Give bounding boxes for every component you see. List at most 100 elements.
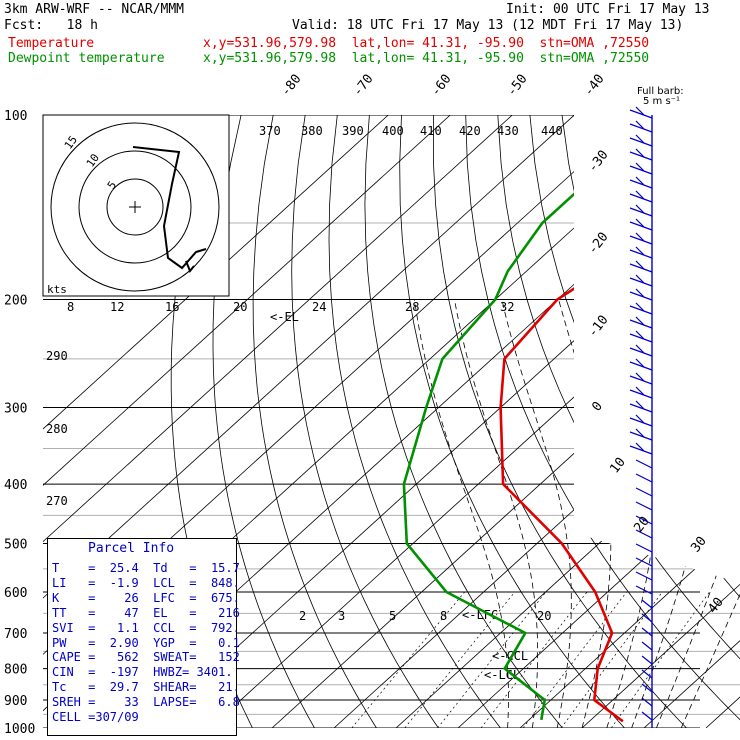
wind-barbs: Full barb:5 m s⁻¹ xyxy=(629,86,684,728)
moist-adiabat xyxy=(414,299,509,728)
theta-label: 430 xyxy=(497,124,519,138)
temperature-legend: Temperature xyxy=(8,36,95,51)
pressure-tick-label: 100 xyxy=(4,109,27,124)
wind-barb xyxy=(629,403,653,413)
dry-adiabat xyxy=(364,115,563,728)
wind-barb-feather xyxy=(635,400,645,410)
theta-e-label: 32 xyxy=(500,300,514,314)
mixing-ratio-label: 8 xyxy=(440,609,447,623)
wind-barb xyxy=(629,221,653,231)
wind-barb xyxy=(641,655,653,665)
theta-e-label: 12 xyxy=(110,300,124,314)
mixing-ratio-label: 20 xyxy=(537,609,551,623)
level-annotation: <-LFC xyxy=(462,608,498,622)
wind-barb xyxy=(641,641,653,651)
wind-barb-feather xyxy=(635,162,645,172)
valid-time: Valid: 18 UTC Fri 17 May 13 (12 MDT Fri … xyxy=(292,18,684,33)
wind-barb xyxy=(629,207,653,217)
wind-barb-feather xyxy=(635,428,645,438)
theta-label: 420 xyxy=(459,124,481,138)
moist-adiabat xyxy=(501,299,572,728)
isotherm xyxy=(705,115,740,728)
theta-label: 380 xyxy=(301,124,323,138)
wind-barb xyxy=(629,249,653,259)
wind-barb xyxy=(635,459,653,469)
wind-barb xyxy=(641,711,653,721)
pressure-tick-label: 600 xyxy=(4,586,27,601)
parcel-info-row: PW = 2.90 YGP = 0.1 xyxy=(52,635,240,650)
isotherm-label: -30 xyxy=(585,148,611,176)
wind-barb xyxy=(629,375,653,385)
theta-label-left: 270 xyxy=(46,494,68,508)
dry-adiabat xyxy=(689,115,740,728)
wind-barb-feather xyxy=(635,260,645,270)
theta-e-label: 20 xyxy=(233,300,247,314)
dry-adiabat xyxy=(328,115,501,728)
wind-barb xyxy=(629,193,653,203)
parcel-info-row: TT = 47 EL = 216 xyxy=(52,605,240,620)
dewpoint-meta: x,y=531.96,579.98 lat,lon= 41.31, -95.90… xyxy=(203,51,650,66)
hodograph-ring-label: 10 xyxy=(84,151,102,169)
wind-barb-feather xyxy=(635,218,645,228)
isotherm-label: -60 xyxy=(428,72,454,100)
hodograph-frame xyxy=(42,114,230,297)
parcel-info-row: T = 25.4 Td = 15.7 xyxy=(52,561,240,575)
wind-barb xyxy=(629,445,653,455)
dry-adiabat xyxy=(212,115,315,728)
moist-adiabat xyxy=(656,299,740,728)
isotherm xyxy=(271,115,740,728)
parcel-info-title: Parcel Info xyxy=(88,541,175,556)
hodograph-ring-label: 15 xyxy=(62,133,80,151)
isotherm-label: 0 xyxy=(589,399,606,414)
wind-barb-feather xyxy=(635,134,645,144)
wind-barb xyxy=(629,431,653,441)
pressure-tick-label: 200 xyxy=(4,294,27,309)
isotherm-label: -10 xyxy=(585,313,611,341)
wind-barb-feather xyxy=(635,288,645,298)
isotherm-label: 20 xyxy=(631,514,652,536)
isotherm xyxy=(519,115,740,728)
wind-barb-feather xyxy=(635,106,645,116)
isotherm-label: 30 xyxy=(688,534,709,556)
wind-barb xyxy=(629,319,653,329)
theta-label: 410 xyxy=(420,124,442,138)
level-annotation: <-CCL xyxy=(492,649,528,663)
pressure-tick-label: 300 xyxy=(4,401,27,416)
isotherm xyxy=(43,115,513,728)
barb-legend-units: 5 m s⁻¹ xyxy=(643,96,680,107)
wind-barb xyxy=(641,613,653,623)
mixing-ratio-line xyxy=(404,591,516,728)
isotherm xyxy=(643,115,740,728)
wind-barb-feather xyxy=(635,358,645,368)
dry-adiabat xyxy=(433,115,687,728)
theta-label: 370 xyxy=(259,124,281,138)
isotherm-label: -80 xyxy=(278,72,304,100)
wind-barb xyxy=(641,627,653,637)
pressure-tick-label: 800 xyxy=(4,663,27,678)
wind-barb xyxy=(629,137,653,147)
wind-barb xyxy=(635,585,653,595)
parcel-info-row: SREH = 33 LAPSE= 6.8 xyxy=(52,695,240,710)
theta-e-label: 8 xyxy=(67,300,74,314)
mixing-ratio-label: 2 xyxy=(299,609,306,623)
pressure-tick-label: 900 xyxy=(4,694,27,709)
parcel-info-row: CELL =307/09 xyxy=(52,710,197,724)
wind-barb xyxy=(629,179,653,189)
wind-barb xyxy=(635,515,653,525)
init-time: Init: 00 UTC Fri 17 May 13 xyxy=(506,2,710,17)
barb-legend: Full barb: xyxy=(637,86,684,97)
wind-barb xyxy=(635,557,653,567)
dry-adiabat xyxy=(722,115,740,728)
wind-barb-feather xyxy=(635,442,645,452)
dry-adiabat xyxy=(593,115,740,728)
wind-barb-feather xyxy=(635,204,645,214)
wind-barb xyxy=(629,277,653,287)
isotherm-label: -50 xyxy=(504,72,530,100)
pressure-tick-label: 1000 xyxy=(4,722,35,737)
moist-adiabat xyxy=(631,299,715,728)
dry-adiabat xyxy=(291,115,439,728)
theta-label: 400 xyxy=(382,124,404,138)
isotherm-label: -40 xyxy=(581,72,607,100)
moist-adiabat xyxy=(680,299,740,728)
